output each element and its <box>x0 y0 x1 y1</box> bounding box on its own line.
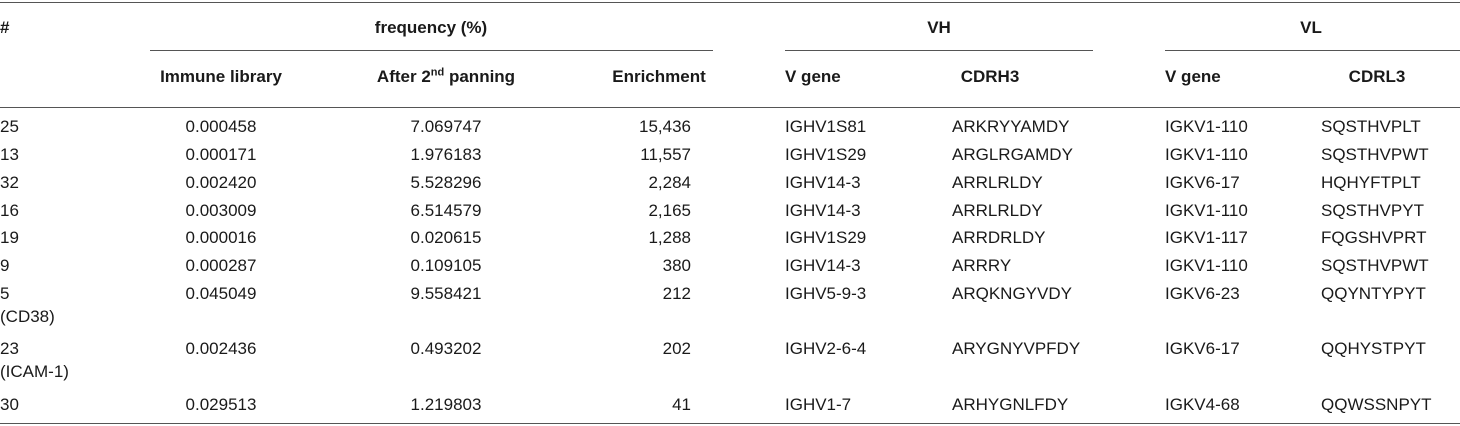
row-immune-library: 0.000171 <box>185 145 257 164</box>
row-id: 13 <box>0 145 19 164</box>
row-cdrh3: ARRLRLDY <box>952 173 1043 192</box>
row-vl-vgene: IGKV4-68 <box>1165 395 1240 414</box>
row-cdrl3: SQSTHVPWT <box>1321 145 1429 164</box>
row-after-panning: 0.020615 <box>410 228 482 247</box>
row-enrichment: 11,557 <box>640 145 691 164</box>
row-immune-library: 0.000016 <box>185 228 257 247</box>
row-cdrh3: ARQKNGYVDY <box>952 284 1072 303</box>
row-enrichment: 15,436 <box>639 117 691 136</box>
row-id: 25 <box>0 117 19 136</box>
row-immune-library: 0.000287 <box>185 256 257 275</box>
row-cdrh3: ARRLRLDY <box>952 201 1043 220</box>
col-after-panning-prefix: After 2 <box>376 67 431 86</box>
row-cdrh3: ARKRYYAMDY <box>952 117 1070 136</box>
row-cdrh3: ARHYGNLFDY <box>952 395 1069 414</box>
row-target-note: (ICAM-1) <box>0 362 69 381</box>
row-vl-vgene: IGKV1-110 <box>1165 145 1248 164</box>
row-cdrl3: SQSTHVPLT <box>1321 117 1421 136</box>
row-after-panning: 7.069747 <box>410 117 482 136</box>
row-cdrl3: QQYNTYPYT <box>1321 284 1426 303</box>
frequency-header: frequency (%) <box>374 18 488 37</box>
row-immune-library: 0.029513 <box>185 395 257 414</box>
col-after-panning-sup: nd <box>430 66 445 79</box>
row-cdrh3: ARRDRLDY <box>952 228 1046 247</box>
col-after-panning-suffix: panning <box>444 67 516 86</box>
row-vh-vgene: IGHV14-3 <box>785 201 861 220</box>
row-vh-vgene: IGHV5-9-3 <box>785 284 867 303</box>
row-vl-vgene: IGKV1-117 <box>1165 228 1248 247</box>
col-after-panning: After 2nd panning <box>377 67 515 87</box>
row-vh-vgene: IGHV14-3 <box>785 173 861 192</box>
row-vh-vgene: IGHV1S29 <box>785 145 867 164</box>
row-after-panning: 9.558421 <box>410 284 482 303</box>
row-after-panning: 1.976183 <box>410 145 482 164</box>
hash-header: # <box>0 18 10 37</box>
row-immune-library: 0.000458 <box>185 117 257 136</box>
row-vh-vgene: IGHV1-7 <box>785 395 852 414</box>
row-after-panning: 0.109105 <box>410 256 482 275</box>
row-vl-vgene: IGKV6-23 <box>1165 284 1240 303</box>
col-vl-vgene: V gene <box>1165 67 1221 86</box>
col-vh-vgene: V gene <box>785 67 841 86</box>
row-enrichment: 202 <box>662 339 691 358</box>
row-enrichment: 2,165 <box>648 201 691 220</box>
row-enrichment: 2,284 <box>648 173 691 192</box>
row-cdrl3: SQSTHVPWT <box>1321 256 1429 275</box>
row-cdrh3: ARYGNYVPFDY <box>952 339 1081 358</box>
row-vh-vgene: IGHV1S29 <box>785 228 867 247</box>
row-cdrl3: HQHYFTPLT <box>1321 173 1421 192</box>
top-rule <box>0 2 1460 3</box>
row-cdrh3: ARGLRGAMDY <box>952 145 1073 164</box>
vh-underline <box>785 50 1093 51</box>
row-id: 16 <box>0 201 19 220</box>
row-vl-vgene: IGKV1-110 <box>1165 117 1248 136</box>
row-enrichment: 41 <box>672 395 691 414</box>
row-cdrl3: SQSTHVPYT <box>1321 201 1424 220</box>
col-cdrl3: CDRL3 <box>1348 67 1406 86</box>
row-cdrl3: QQHYSTPYT <box>1321 339 1426 358</box>
row-cdrh3: ARRRY <box>952 256 1012 275</box>
row-enrichment: 380 <box>662 256 691 275</box>
row-immune-library: 0.003009 <box>185 201 257 220</box>
row-vl-vgene: IGKV1-110 <box>1165 201 1248 220</box>
row-immune-library: 0.002436 <box>185 339 257 358</box>
row-id: 9 <box>0 256 10 275</box>
row-id: 23 <box>0 339 19 358</box>
row-after-panning: 5.528296 <box>410 173 482 192</box>
vl-header: VL <box>1300 18 1322 37</box>
row-vh-vgene: IGHV1S81 <box>785 117 867 136</box>
row-vh-vgene: IGHV14-3 <box>785 256 861 275</box>
row-vl-vgene: IGKV1-110 <box>1165 256 1248 275</box>
row-immune-library: 0.002420 <box>185 173 257 192</box>
row-vl-vgene: IGKV6-17 <box>1165 173 1240 192</box>
row-target-note: (CD38) <box>0 307 55 326</box>
row-immune-library: 0.045049 <box>185 284 257 303</box>
vl-underline <box>1165 50 1460 51</box>
row-id: 19 <box>0 228 19 247</box>
row-id: 32 <box>0 173 19 192</box>
col-immune-library: Immune library <box>160 67 282 86</box>
header-bottom-rule <box>0 107 1460 108</box>
col-enrichment: Enrichment <box>612 67 706 86</box>
row-cdrl3: FQGSHVPRT <box>1321 228 1427 247</box>
row-after-panning: 0.493202 <box>410 339 482 358</box>
row-vl-vgene: IGKV6-17 <box>1165 339 1240 358</box>
row-enrichment: 1,288 <box>648 228 691 247</box>
row-enrichment: 212 <box>662 284 691 303</box>
row-id: 5 <box>0 284 10 303</box>
row-after-panning: 1.219803 <box>410 395 482 414</box>
bottom-rule <box>0 423 1460 424</box>
col-cdrh3: CDRH3 <box>960 67 1020 86</box>
frequency-underline <box>150 50 713 51</box>
row-cdrl3: QQWSSNPYT <box>1321 395 1432 414</box>
vh-header: VH <box>927 18 951 37</box>
row-after-panning: 6.514579 <box>410 201 482 220</box>
row-id: 30 <box>0 395 19 414</box>
row-vh-vgene: IGHV2-6-4 <box>785 339 867 358</box>
